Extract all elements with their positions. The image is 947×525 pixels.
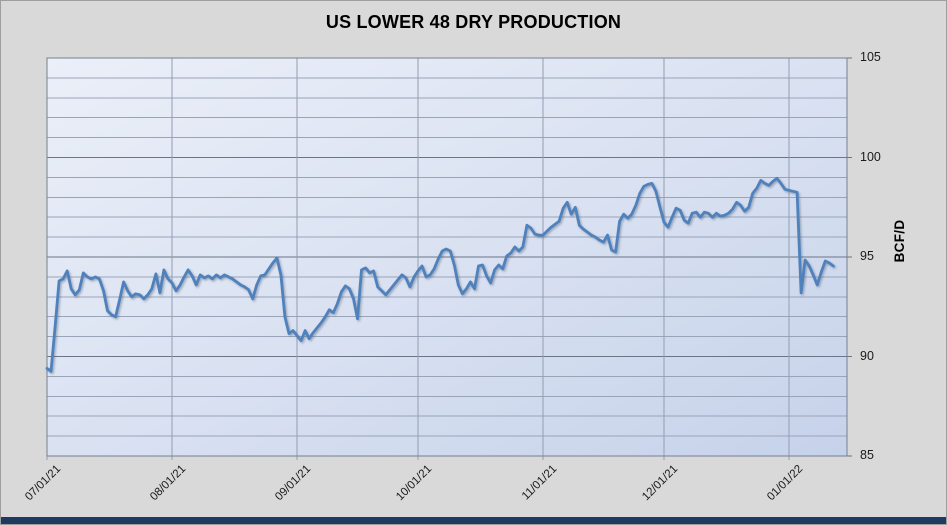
y-tick-label: 95 — [860, 249, 874, 263]
y-axis-title: BCF/D — [886, 209, 912, 273]
y-tick-label: 105 — [860, 50, 881, 64]
production-line — [45, 176, 835, 373]
y-axis-title-text: BCF/D — [891, 219, 907, 263]
chart-title: US LOWER 48 DRY PRODUCTION — [325, 12, 622, 32]
bottom-window-strip — [1, 517, 946, 524]
y-tick-label: 100 — [860, 149, 881, 164]
y-tick-label: 90 — [860, 348, 874, 363]
y-tick-label: 85 — [860, 448, 874, 462]
